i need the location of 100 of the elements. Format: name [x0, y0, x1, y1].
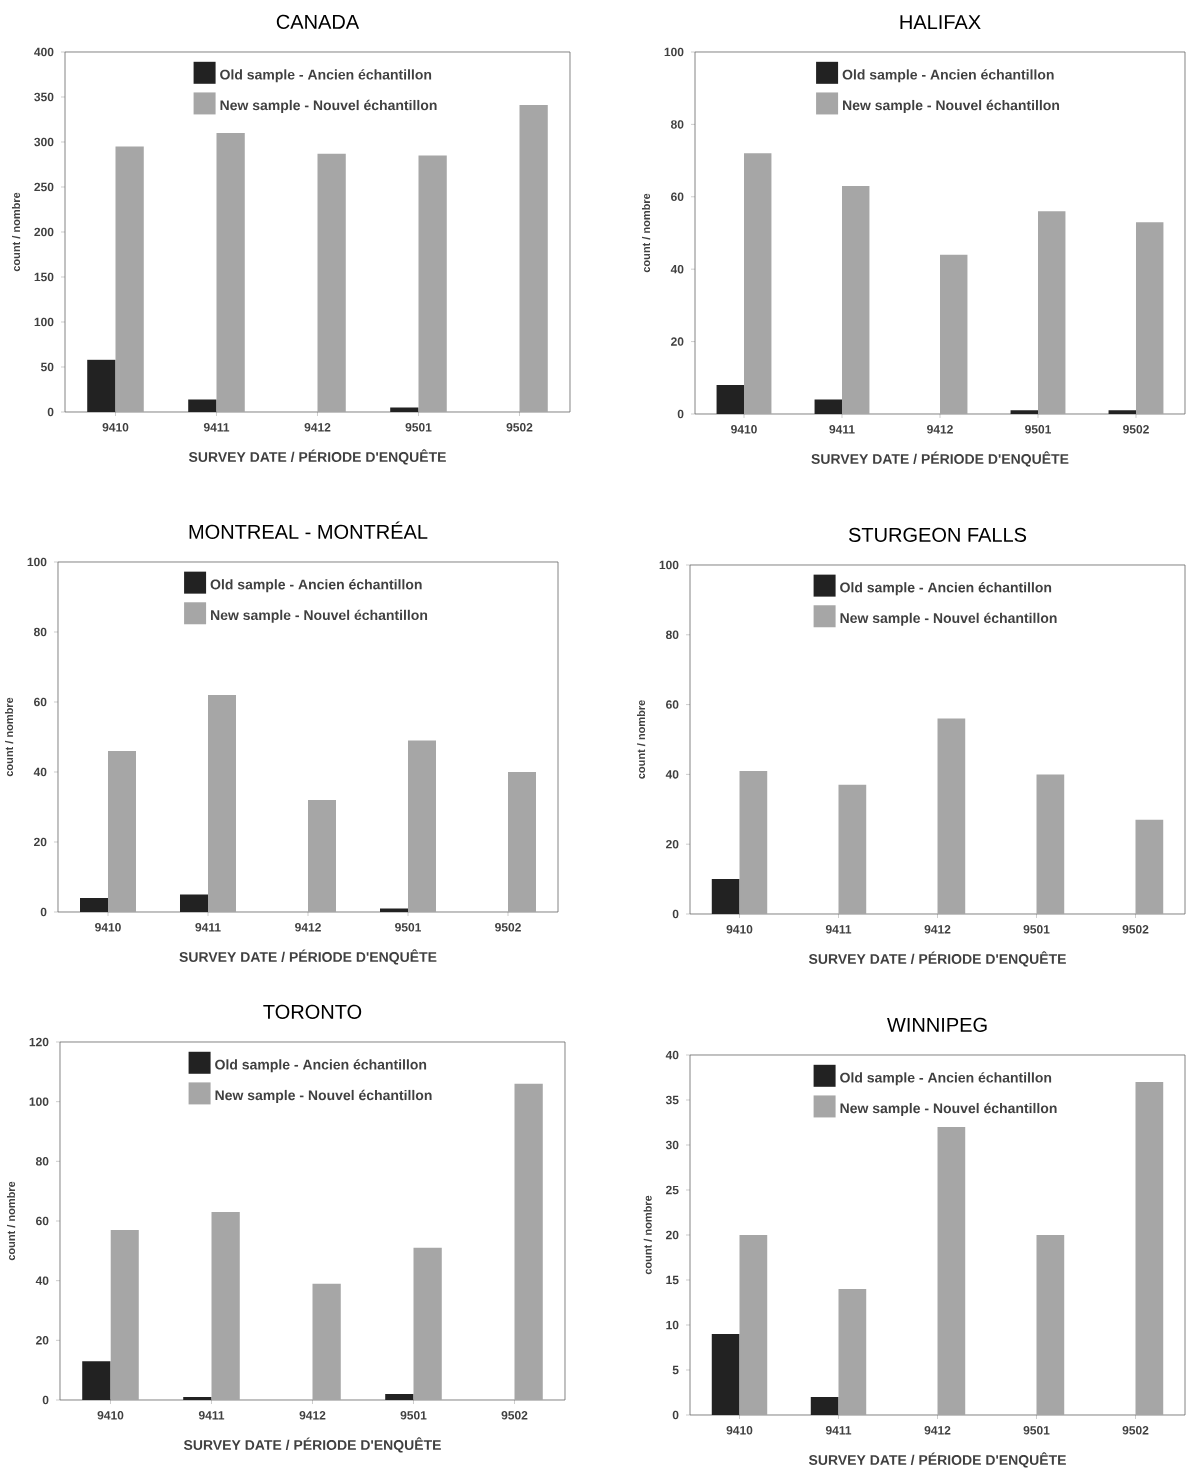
- y-tick-label: 20: [666, 839, 679, 849]
- x-tick-label: 9501: [400, 1411, 427, 1420]
- bar: [1108, 410, 1136, 414]
- y-tick-label: 30: [665, 1140, 679, 1150]
- chart-title: TORONTO: [263, 1004, 362, 1019]
- y-axis-title: count / nombre: [4, 697, 14, 777]
- bar: [739, 1235, 768, 1415]
- y-tick-label: 20: [34, 837, 47, 847]
- x-tick-label: 9412: [927, 425, 953, 434]
- y-tick-label: 40: [33, 767, 47, 777]
- x-tick-label: 9411: [198, 1411, 225, 1420]
- x-axis-title: SURVEY DATE / PÉRIODE D'ENQUÊTE: [811, 451, 1069, 467]
- y-tick-label: 20: [35, 1336, 49, 1345]
- x-axis-title: SURVEY DATE / PÉRIODE D'ENQUÊTE: [183, 1437, 441, 1453]
- y-tick-label: 10: [666, 1320, 679, 1330]
- y-tick-label: 120: [29, 1037, 49, 1047]
- legend-label: New sample - Nouvel échantillon: [215, 1089, 432, 1103]
- y-tick-label: 100: [27, 557, 47, 567]
- y-tick-label: 200: [34, 227, 54, 237]
- y-tick-label: 400: [34, 47, 54, 57]
- y-axis-title: count / nombre: [11, 192, 21, 272]
- bar: [1135, 222, 1164, 414]
- x-tick-label: 9502: [1122, 1426, 1149, 1435]
- legend-label: New sample - Nouvel échantillon: [220, 99, 437, 113]
- bar: [110, 1229, 139, 1400]
- legend-label: Old sample - Ancien échantillon: [220, 69, 432, 83]
- bar: [1036, 774, 1065, 914]
- bar: [211, 1212, 240, 1400]
- x-tick-label: 9411: [825, 1426, 852, 1435]
- bar: [940, 254, 968, 414]
- bar: [380, 908, 409, 912]
- legend-label: Old sample - Ancien échantillon: [842, 69, 1054, 83]
- y-tick-label: 0: [42, 1395, 49, 1405]
- bar: [739, 770, 768, 914]
- bar: [814, 399, 842, 414]
- x-tick-label: 9410: [731, 425, 757, 434]
- y-tick-label: 80: [35, 1157, 49, 1166]
- y-tick-label: 5: [672, 1365, 679, 1375]
- x-tick-label: 9412: [924, 1426, 951, 1435]
- bar: [519, 105, 548, 412]
- legend-label: New sample - Nouvel échantillon: [840, 1102, 1057, 1116]
- y-tick-label: 0: [47, 407, 54, 417]
- bar: [1010, 410, 1038, 414]
- bar: [937, 718, 966, 914]
- y-tick-label: 300: [34, 137, 54, 147]
- bar: [385, 1394, 414, 1400]
- y-tick-label: 100: [664, 47, 684, 57]
- chart-title: WINNIPEG: [887, 1017, 987, 1032]
- bar: [842, 185, 870, 414]
- bar: [87, 359, 116, 412]
- x-tick-label: 9412: [304, 423, 331, 432]
- x-tick-label: 9502: [501, 1411, 528, 1420]
- y-axis-title: count / nombre: [6, 1181, 16, 1261]
- x-tick-label: 9412: [924, 925, 951, 934]
- bar: [514, 1083, 543, 1400]
- x-tick-label: 9502: [1122, 925, 1149, 934]
- x-tick-label: 9412: [295, 923, 321, 932]
- y-axis-title: count / nombre: [637, 700, 646, 779]
- x-tick-label: 9501: [1023, 925, 1050, 934]
- y-tick-label: 0: [40, 907, 47, 917]
- y-tick-label: 40: [665, 770, 679, 779]
- bar: [317, 153, 346, 412]
- y-tick-label: 40: [665, 1050, 679, 1060]
- x-tick-label: 9410: [97, 1411, 124, 1420]
- x-tick-label: 9501: [405, 423, 432, 432]
- x-tick-label: 9411: [203, 423, 230, 432]
- y-tick-label: 80: [670, 120, 684, 129]
- bar: [810, 1396, 839, 1415]
- bar: [418, 155, 447, 412]
- bar: [1135, 819, 1164, 914]
- y-tick-label: 60: [36, 1216, 49, 1226]
- x-tick-label: 9410: [726, 1426, 753, 1435]
- legend-label: New sample - Nouvel échantillon: [843, 99, 1060, 113]
- x-tick-label: 9501: [395, 923, 422, 932]
- x-tick-label: 9412: [299, 1411, 326, 1420]
- y-tick-label: 15: [666, 1275, 679, 1285]
- x-tick-label: 9502: [1123, 425, 1149, 434]
- x-tick-label: 9410: [95, 923, 121, 932]
- bar: [82, 1361, 111, 1400]
- legend-label: New sample - Nouvel échantillon: [211, 609, 428, 623]
- bar: [744, 153, 772, 414]
- bar: [1135, 1082, 1164, 1415]
- bar: [208, 694, 237, 912]
- y-tick-label: 0: [672, 909, 679, 919]
- y-tick-label: 80: [33, 627, 47, 637]
- chart-title: HALIFAX: [900, 15, 981, 29]
- bar: [937, 1126, 966, 1415]
- y-tick-label: 40: [35, 1276, 49, 1285]
- bar: [216, 132, 245, 412]
- y-tick-label: 60: [34, 697, 47, 707]
- x-axis-title: SURVEY DATE / PÉRIODE D'ENQUÊTE: [808, 951, 1066, 967]
- y-tick-label: 35: [665, 1095, 679, 1105]
- chart-title: CANADA: [276, 14, 360, 29]
- bar: [1036, 1235, 1065, 1415]
- y-tick-label: 25: [666, 1185, 679, 1195]
- y-tick-label: 60: [671, 192, 684, 202]
- x-tick-label: 9502: [506, 423, 533, 432]
- y-tick-label: 100: [29, 1097, 49, 1106]
- y-tick-label: 50: [40, 362, 54, 372]
- y-tick-label: 60: [666, 700, 679, 709]
